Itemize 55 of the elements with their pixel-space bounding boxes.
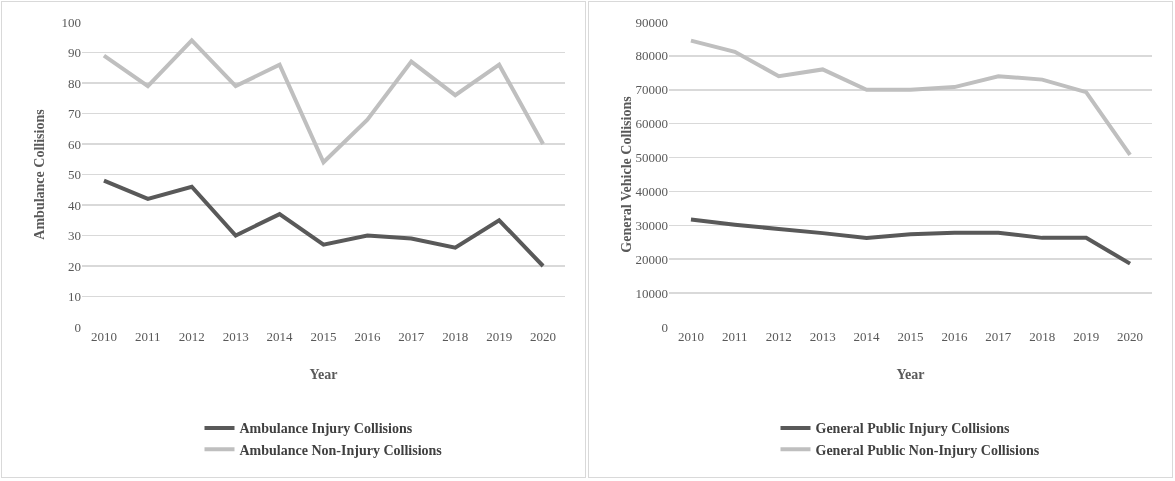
x-tick-label: 2010 bbox=[677, 329, 704, 344]
y-tick-label: 30 bbox=[68, 228, 81, 244]
x-tick-label: 2017 bbox=[398, 329, 425, 344]
x-tick-label: 2017 bbox=[985, 329, 1012, 344]
y-tick-label: 40 bbox=[68, 197, 81, 213]
y-axis-title: Ambulance Collisions bbox=[32, 108, 47, 240]
x-tick-label: 2020 bbox=[1117, 329, 1144, 344]
x-tick-label: 2014 bbox=[853, 329, 881, 344]
x-axis-title: Year bbox=[309, 367, 338, 382]
x-tick-label: 2013 bbox=[809, 329, 836, 344]
y-tick-label: 90000 bbox=[635, 14, 668, 30]
x-tick-label: 2012 bbox=[178, 329, 205, 344]
y-tick-label: 80000 bbox=[635, 48, 668, 64]
y-tick-label: 0 bbox=[74, 319, 81, 335]
x-tick-label: 2020 bbox=[530, 329, 557, 344]
y-tick-label: 10000 bbox=[635, 285, 668, 301]
y-tick-label: 70000 bbox=[635, 82, 668, 98]
y-tick-label: 10 bbox=[68, 289, 81, 305]
legend-label: Ambulance Non-Injury Collisions bbox=[239, 442, 443, 458]
legend-label: Ambulance Injury Collisions bbox=[239, 421, 413, 437]
line-series bbox=[101, 38, 546, 165]
y-tick-label: 0 bbox=[661, 319, 668, 335]
x-tick-label: 2016 bbox=[354, 329, 381, 344]
y-tick-label: 20 bbox=[68, 258, 81, 274]
y-axis-title: General Vehicle Collisions bbox=[618, 95, 634, 253]
x-tick-label: 2019 bbox=[486, 329, 513, 344]
line-series bbox=[101, 178, 546, 268]
y-tick-label: 90 bbox=[68, 45, 81, 61]
x-tick-label: 2015 bbox=[310, 329, 337, 344]
x-tick-label: 2012 bbox=[765, 329, 792, 344]
y-tick-label: 20000 bbox=[635, 251, 668, 267]
x-axis-title: Year bbox=[896, 367, 925, 382]
y-tick-label: 60000 bbox=[635, 116, 668, 132]
y-tick-label: 100 bbox=[61, 14, 81, 30]
x-tick-label: 2018 bbox=[442, 329, 469, 344]
y-tick-label: 60 bbox=[68, 136, 81, 152]
y-tick-label: 30000 bbox=[635, 217, 668, 233]
y-tick-label: 80 bbox=[68, 75, 81, 91]
y-tick-label: 70 bbox=[68, 106, 81, 122]
x-tick-label: 2015 bbox=[897, 329, 924, 344]
x-tick-label: 2016 bbox=[941, 329, 968, 344]
x-tick-label: 2018 bbox=[1029, 329, 1056, 344]
legend-label: General Public Injury Collisions bbox=[815, 421, 1011, 437]
legend-label: General Public Non-Injury Collisions bbox=[815, 442, 1040, 458]
x-tick-label: 2010 bbox=[90, 329, 117, 344]
line-series bbox=[688, 38, 1133, 157]
x-tick-label: 2011 bbox=[722, 329, 748, 344]
y-tick-label: 40000 bbox=[635, 183, 668, 199]
x-tick-label: 2013 bbox=[222, 329, 249, 344]
y-tick-label: 50 bbox=[68, 167, 81, 183]
y-tick-label: 50000 bbox=[635, 150, 668, 166]
x-tick-label: 2011 bbox=[135, 329, 161, 344]
x-tick-label: 2019 bbox=[1073, 329, 1100, 344]
x-tick-label: 2014 bbox=[266, 329, 294, 344]
line-series bbox=[688, 217, 1133, 266]
